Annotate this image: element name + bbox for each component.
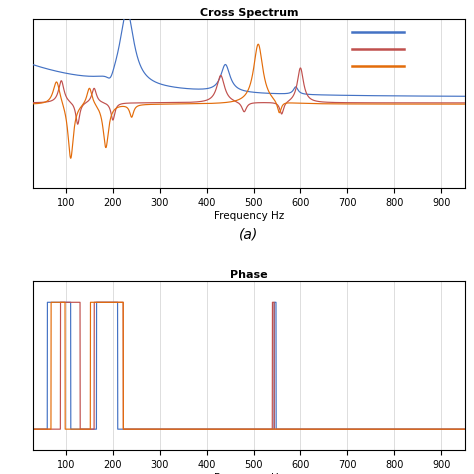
Title: Phase: Phase: [230, 270, 268, 280]
Title: Cross Spectrum: Cross Spectrum: [200, 8, 298, 18]
Text: (a): (a): [239, 228, 258, 242]
X-axis label: Frequency Hz: Frequency Hz: [214, 473, 284, 474]
X-axis label: Frequency Hz: Frequency Hz: [214, 210, 284, 220]
